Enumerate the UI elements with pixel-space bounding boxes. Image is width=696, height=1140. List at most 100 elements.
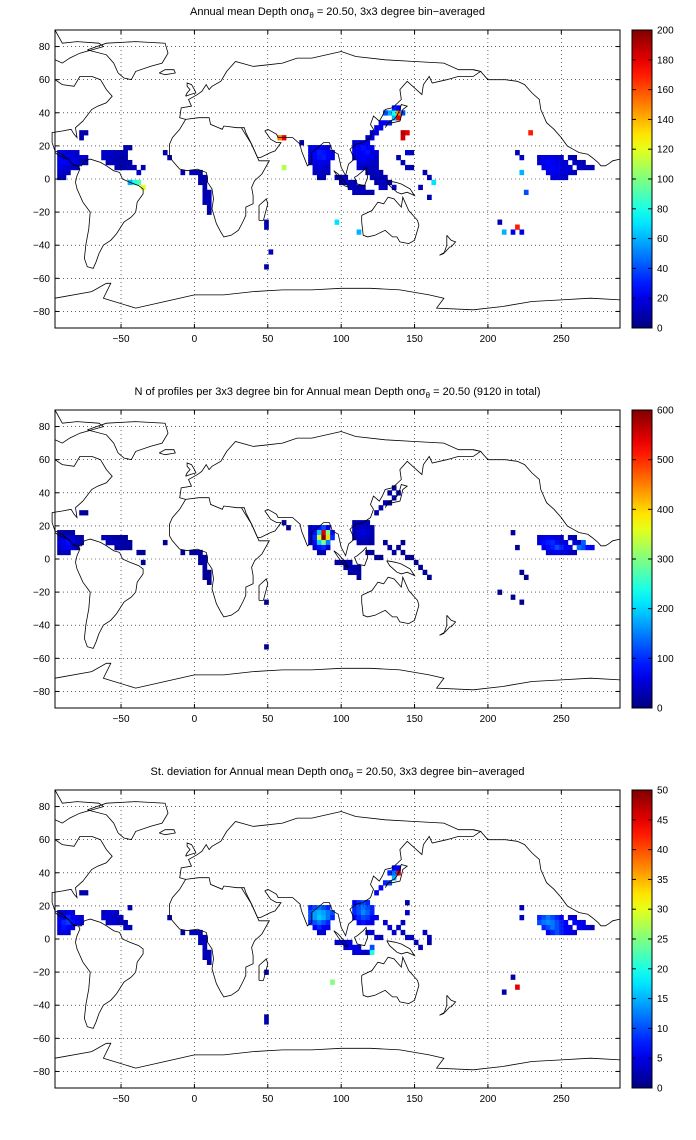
- heatmap-cell: [79, 510, 84, 516]
- heatmap-cell: [132, 164, 137, 171]
- heatmap-cell: [325, 914, 331, 921]
- heatmap-cell: [572, 534, 578, 541]
- heatmap-cell: [550, 549, 555, 556]
- heatmap-cell: [369, 150, 375, 156]
- heatmap-cell: [519, 169, 525, 176]
- coastline: [54, 910, 144, 1029]
- coastline: [439, 995, 457, 1016]
- heatmap-cell: [523, 574, 529, 580]
- y-tick-label: −60: [33, 274, 50, 285]
- heatmap-cell: [70, 919, 76, 926]
- heatmap-cell: [519, 569, 525, 576]
- heatmap-cell: [61, 539, 67, 546]
- heatmap-cell: [554, 924, 560, 931]
- panel-profile-count: N of profiles per 3x3 degree bin for Ann…: [0, 380, 696, 760]
- heatmap-cell: [105, 534, 111, 541]
- heatmap-cell: [61, 919, 67, 926]
- coastline: [386, 560, 416, 577]
- coastline: [386, 940, 416, 957]
- heatmap-cell: [312, 530, 318, 536]
- heatmap-cell: [576, 159, 582, 166]
- heatmap-cell: [360, 905, 366, 911]
- heatmap-cell: [382, 179, 388, 186]
- heatmap-cell: [325, 164, 331, 171]
- heatmap-cell: [325, 919, 331, 926]
- heatmap-cell: [550, 164, 555, 171]
- heatmap-cell: [299, 140, 305, 146]
- heatmap-cell: [405, 164, 410, 171]
- heatmap-cell: [365, 910, 371, 916]
- heatmap-cell: [316, 525, 322, 531]
- heatmap-cell: [352, 905, 357, 911]
- heatmap-cell: [567, 924, 573, 931]
- heatmap-cell: [312, 154, 318, 161]
- heatmap-cell: [316, 145, 322, 151]
- heatmap-cell: [70, 150, 76, 156]
- heatmap-cell: [74, 544, 80, 551]
- heatmap-cell: [312, 525, 318, 531]
- heatmap-cell: [374, 154, 379, 161]
- heatmap-cell: [510, 974, 516, 980]
- heatmap-cell: [365, 145, 371, 151]
- heatmap-cell: [567, 534, 573, 541]
- heatmap-cell: [563, 924, 569, 931]
- heatmap-cell: [528, 130, 533, 136]
- heatmap-cell: [369, 174, 375, 181]
- heatmap-cell: [352, 900, 357, 906]
- heatmap-cell: [369, 159, 375, 166]
- heatmap-cell: [321, 164, 327, 171]
- heatmap-cell: [519, 914, 525, 921]
- heatmap-cell: [308, 919, 313, 926]
- heatmap-cell: [356, 229, 362, 235]
- heatmap-cell: [427, 934, 432, 941]
- heatmap-cell: [202, 194, 208, 200]
- heatmap-cell: [325, 145, 331, 151]
- heatmap-cell: [369, 164, 375, 171]
- heatmap-cell: [360, 159, 366, 166]
- heatmap-cell: [378, 505, 384, 511]
- heatmap-cell: [202, 554, 208, 561]
- heatmap-cell: [396, 865, 401, 871]
- heatmap-cell: [365, 189, 371, 196]
- heatmap-cell: [105, 159, 111, 166]
- coastline: [179, 431, 482, 557]
- coastline: [54, 282, 621, 311]
- heatmap-cell: [391, 870, 397, 876]
- heatmap-cell: [70, 544, 76, 551]
- heatmap-cell: [400, 929, 406, 936]
- heatmap-cell: [127, 159, 133, 166]
- heatmap-cell: [61, 544, 67, 551]
- heatmap-cell: [391, 929, 397, 936]
- heatmap-cell: [123, 539, 128, 546]
- x-tick-label: 200: [480, 334, 497, 345]
- coastline: [87, 41, 169, 81]
- heatmap-cell: [365, 914, 371, 921]
- heatmap-cell: [202, 939, 208, 946]
- heatmap-cell: [400, 549, 406, 556]
- coastline: [384, 484, 409, 508]
- colorbar-tick-label: 30: [657, 905, 669, 916]
- heatmap-cell: [316, 169, 322, 176]
- heatmap-cell: [66, 539, 71, 546]
- heatmap-cell: [123, 544, 128, 551]
- heatmap-cell: [537, 919, 542, 926]
- heatmap-cell: [123, 919, 128, 926]
- heatmap-cell: [400, 110, 406, 116]
- heatmap-cell: [321, 525, 327, 531]
- heatmap-cell: [550, 159, 555, 166]
- heatmap-cell: [136, 169, 142, 176]
- heatmap-cell: [554, 534, 560, 541]
- heatmap-cell: [352, 914, 357, 921]
- heatmap-cell: [365, 929, 371, 936]
- heatmap-cell: [123, 534, 128, 541]
- heatmap-cell: [286, 525, 291, 531]
- heatmap-cell: [79, 914, 84, 921]
- y-tick-label: 0: [44, 175, 50, 186]
- heatmap-cell: [198, 549, 203, 556]
- heatmap-cell: [356, 574, 362, 580]
- heatmap-cell: [360, 164, 366, 171]
- colorbar-tick-label: 100: [657, 654, 674, 665]
- colorbar-tick-label: 80: [657, 204, 669, 215]
- heatmap-cell: [374, 934, 379, 941]
- heatmap-cell: [581, 164, 586, 171]
